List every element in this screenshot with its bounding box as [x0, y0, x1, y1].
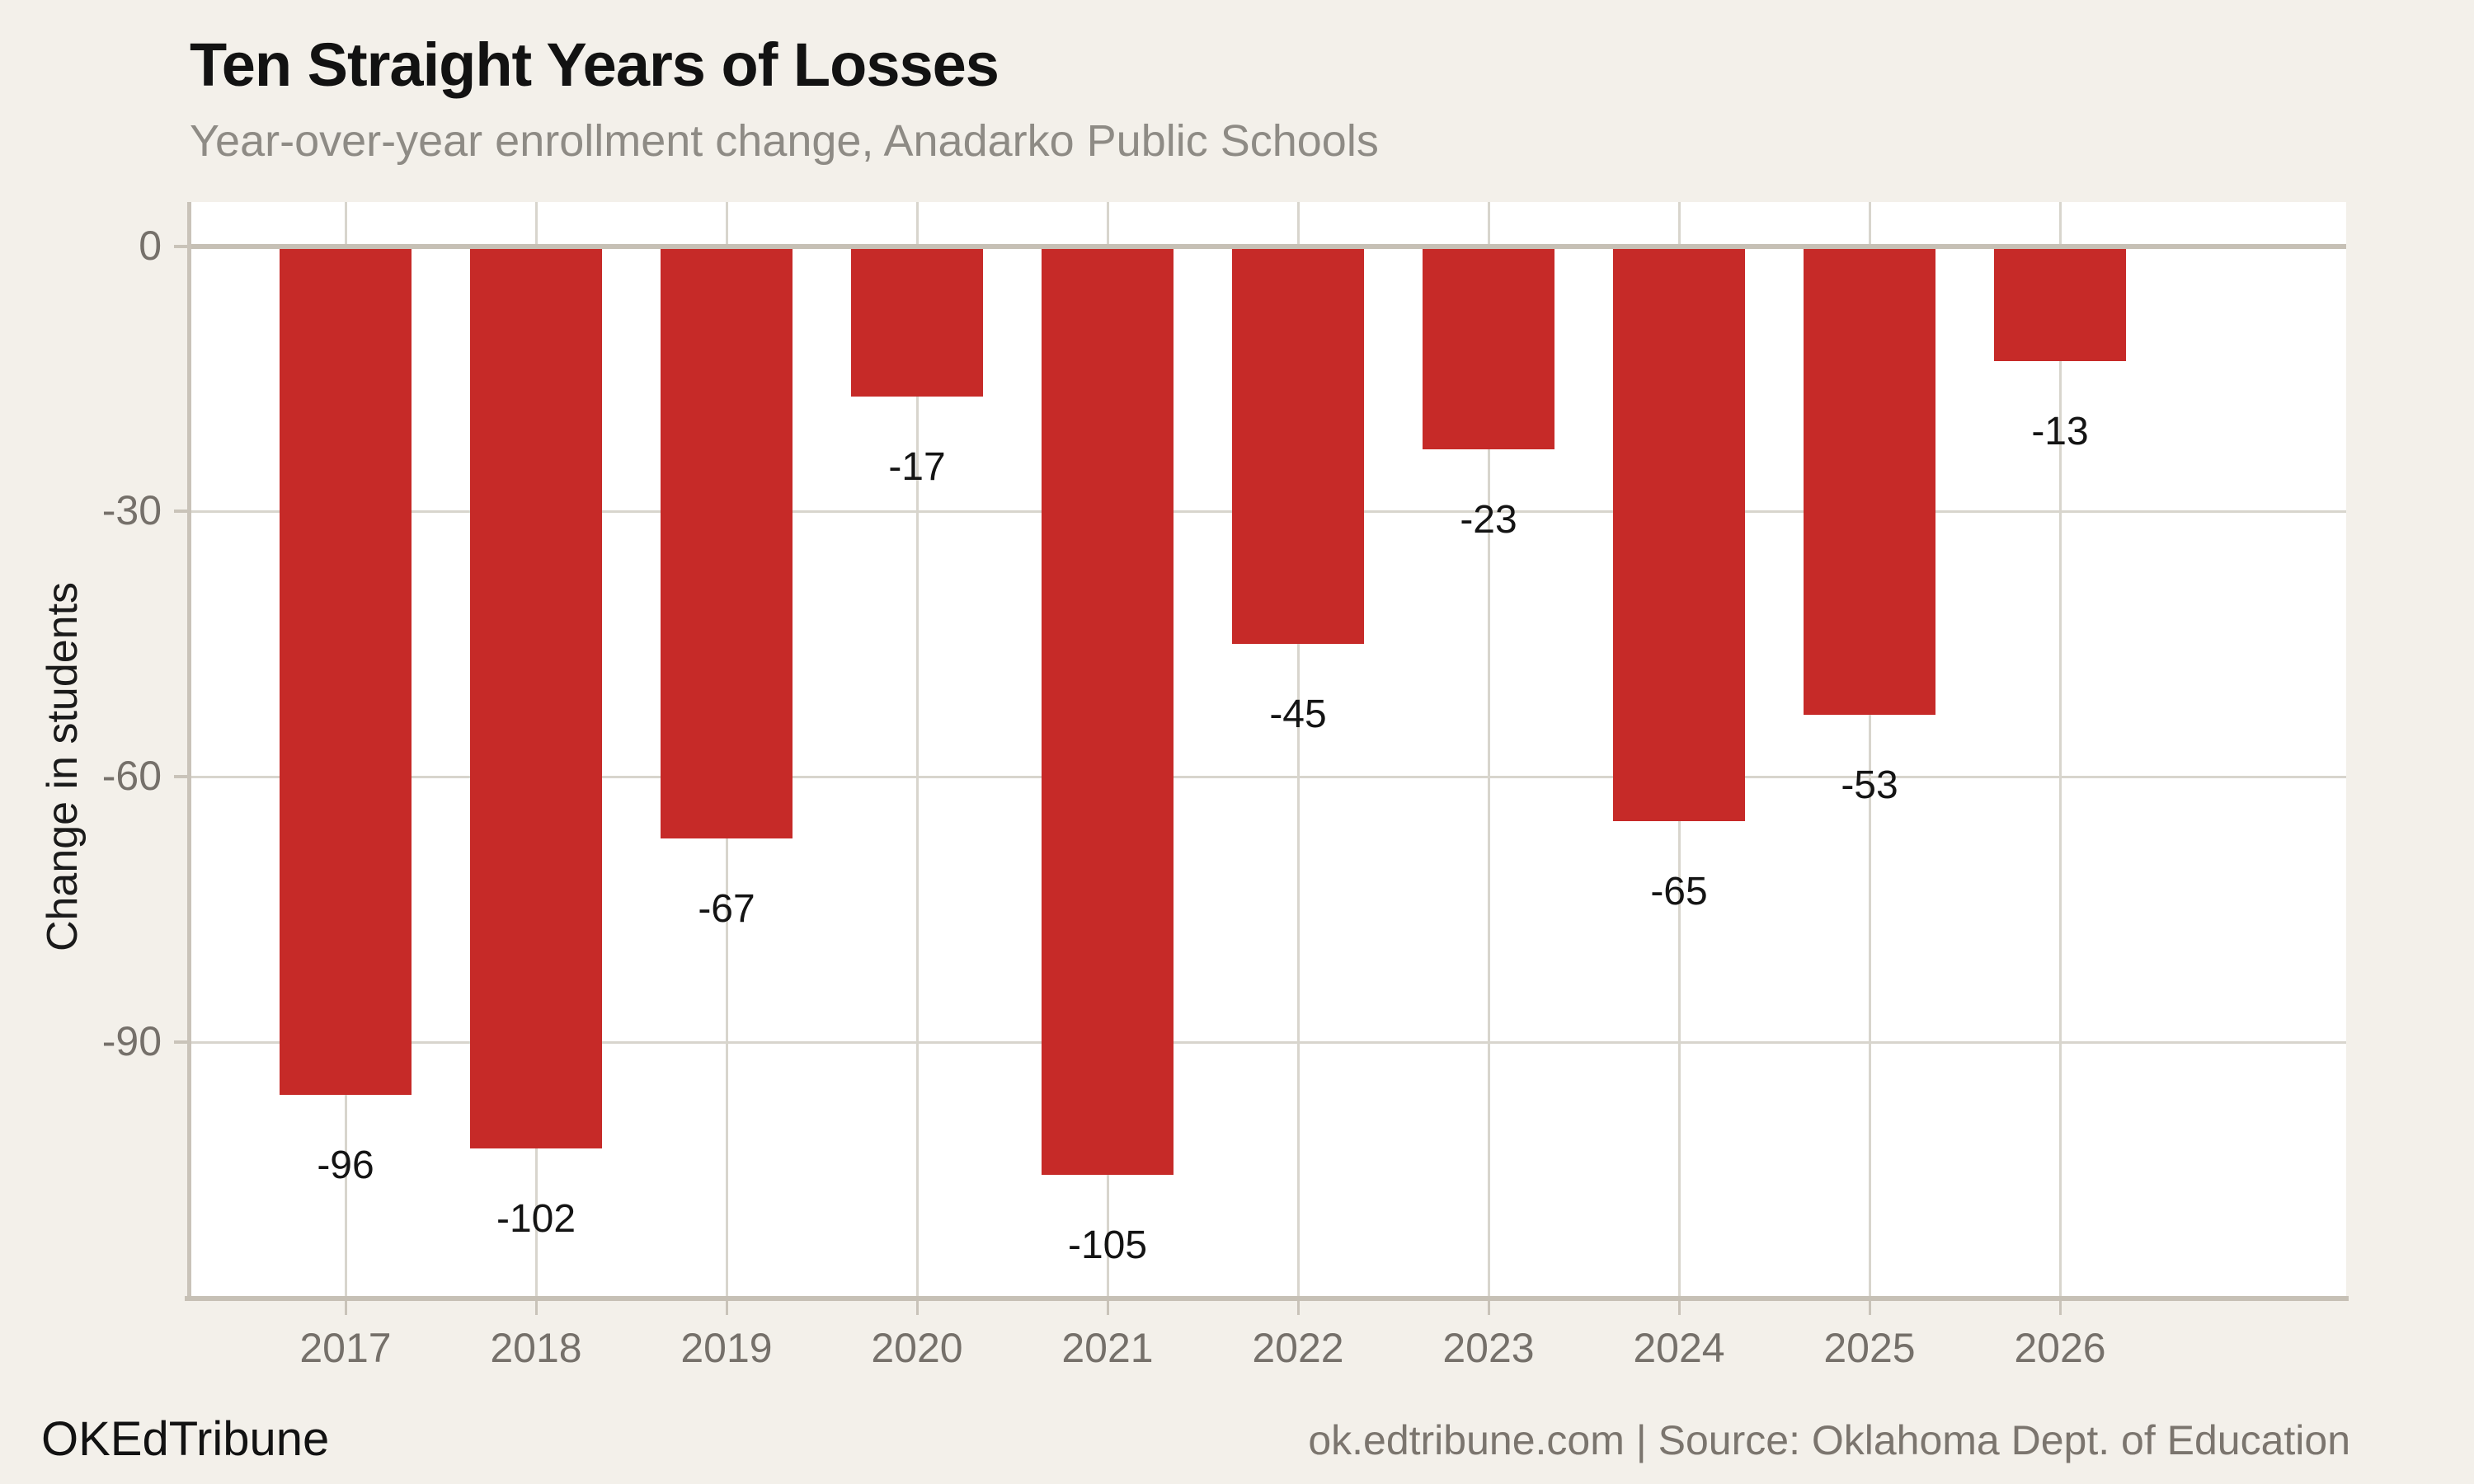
- y-axis-line: [187, 202, 191, 1298]
- chart-title: Ten Straight Years of Losses: [190, 31, 999, 99]
- x-tick-mark-2022: [1297, 1301, 1300, 1315]
- x-tick-mark-2017: [345, 1301, 347, 1315]
- bar-value-label-2023: -23: [1460, 498, 1517, 542]
- bar-value-label-2020: -17: [888, 444, 946, 489]
- bar-2018: [470, 246, 602, 1148]
- gridline-y--90: [187, 1040, 2346, 1044]
- bar-value-label-2025: -53: [1841, 763, 1898, 808]
- bar-2019: [661, 246, 793, 839]
- gridline-y--60: [187, 776, 2346, 779]
- bar-2021: [1042, 246, 1174, 1175]
- x-tick-mark-2019: [726, 1301, 728, 1315]
- bar-2017: [280, 246, 412, 1096]
- chart-subtitle: Year-over-year enrollment change, Anadar…: [190, 116, 1379, 166]
- y-tick-mark-0: [174, 244, 187, 248]
- bar-2025: [1804, 246, 1935, 716]
- x-tick-label-2019: 2019: [680, 1325, 773, 1371]
- bar-value-label-2021: -105: [1067, 1223, 1148, 1267]
- x-tick-label-2024: 2024: [1633, 1325, 1725, 1371]
- x-tick-mark-2021: [1107, 1301, 1109, 1315]
- bar-value-label-2017: -96: [317, 1144, 374, 1188]
- vertical-gridline-2020: [916, 202, 919, 1298]
- y-tick-mark--30: [174, 510, 187, 514]
- x-axis-line: [185, 1296, 2349, 1301]
- bar-value-label-2022: -45: [1269, 693, 1327, 737]
- y-tick-label--30: -30: [101, 487, 162, 534]
- bar-2023: [1423, 246, 1554, 450]
- x-tick-label-2022: 2022: [1252, 1325, 1344, 1371]
- y-tick-mark--90: [174, 1040, 187, 1044]
- bar-value-label-2024: -65: [1650, 869, 1708, 913]
- x-tick-label-2017: 2017: [299, 1325, 392, 1371]
- bar-2024: [1613, 246, 1745, 821]
- zero-baseline: [187, 243, 2346, 249]
- bar-2020: [851, 246, 983, 397]
- x-tick-label-2021: 2021: [1061, 1325, 1154, 1371]
- bar-value-label-2026: -13: [2031, 410, 2089, 454]
- x-tick-mark-2026: [2059, 1301, 2062, 1315]
- x-tick-label-2020: 2020: [871, 1325, 963, 1371]
- vertical-gridline-2025: [1869, 202, 1871, 1298]
- y-tick-mark--60: [174, 775, 187, 779]
- publisher-logo-text: OKEdTribune: [41, 1412, 330, 1466]
- x-tick-label-2025: 2025: [1823, 1325, 1916, 1371]
- y-tick-label--90: -90: [101, 1017, 162, 1064]
- bar-2022: [1232, 246, 1364, 645]
- y-tick-label-0: 0: [139, 222, 162, 269]
- plot-area: -96 -102 -67 -17 -105 -45 -23 -65 -53 -13: [187, 202, 2346, 1298]
- x-tick-mark-2024: [1678, 1301, 1681, 1315]
- source-credit: ok.edtribune.com | Source: Oklahoma Dept…: [1308, 1417, 2350, 1463]
- vertical-gridline-2026: [2059, 202, 2062, 1298]
- vertical-gridline-2022: [1297, 202, 1300, 1298]
- x-tick-label-2026: 2026: [2014, 1325, 2106, 1371]
- x-tick-label-2018: 2018: [490, 1325, 582, 1371]
- y-tick-label--60: -60: [101, 753, 162, 800]
- bar-2026: [1994, 246, 2126, 362]
- x-tick-mark-2018: [535, 1301, 538, 1315]
- x-tick-mark-2025: [1869, 1301, 1871, 1315]
- x-tick-mark-2023: [1488, 1301, 1490, 1315]
- bar-value-label-2019: -67: [698, 887, 755, 932]
- x-tick-label-2023: 2023: [1442, 1325, 1535, 1371]
- vertical-gridline-2023: [1488, 202, 1490, 1298]
- bar-value-label-2018: -102: [496, 1196, 576, 1241]
- x-tick-mark-2020: [916, 1301, 919, 1315]
